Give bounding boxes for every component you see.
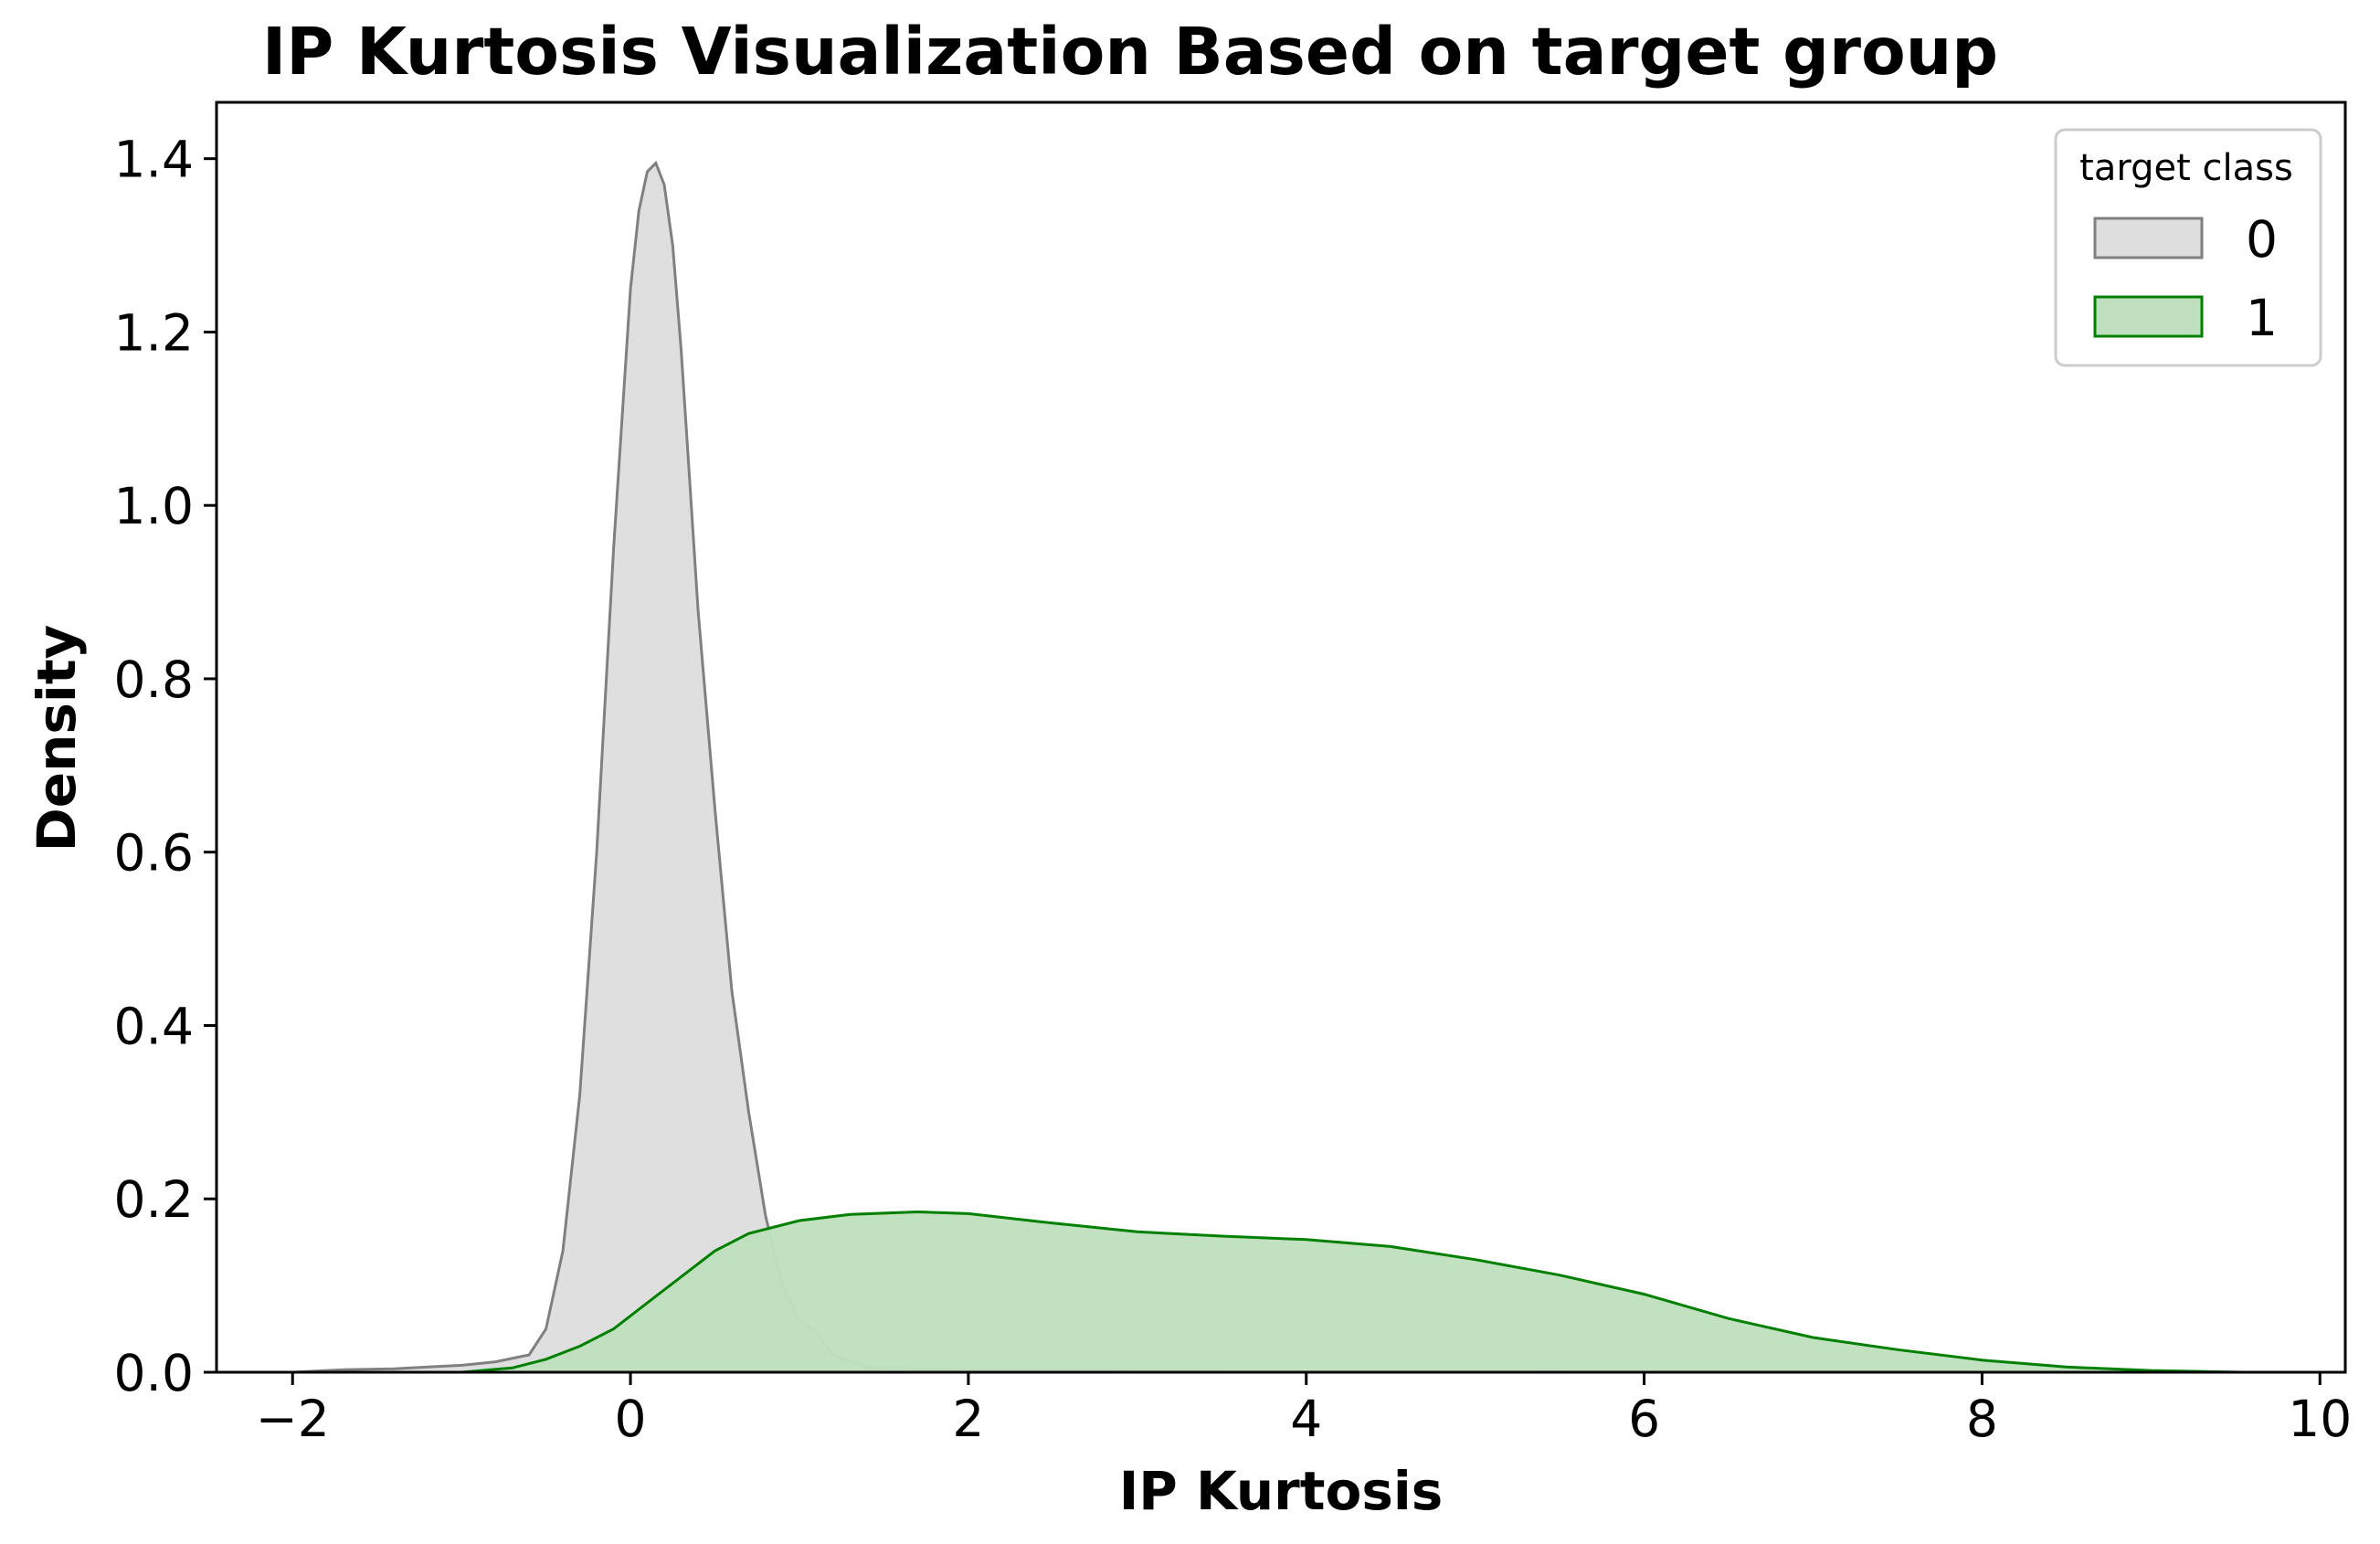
legend-label-0: 0 bbox=[2246, 210, 2278, 269]
series-0-area bbox=[292, 163, 2245, 1372]
x-tick-label: 2 bbox=[952, 1390, 984, 1448]
legend: target class 0 1 bbox=[2054, 128, 2322, 367]
x-tick-label: 8 bbox=[1966, 1390, 1998, 1448]
series-1-area bbox=[461, 1211, 2245, 1372]
legend-swatch-1 bbox=[2093, 295, 2204, 338]
legend-swatch-0 bbox=[2093, 217, 2204, 259]
y-tick-label: 0.6 bbox=[114, 824, 194, 883]
y-axis-label: Density bbox=[26, 625, 88, 852]
x-tick-label: 0 bbox=[615, 1390, 647, 1448]
y-tick-label: 0.0 bbox=[114, 1344, 194, 1402]
series-1-line bbox=[460, 1210, 2245, 1374]
plot-frame bbox=[215, 100, 2347, 1374]
y-axis: 0.0 0.2 0.4 0.6 0.8 1.0 1.2 1.4 bbox=[114, 131, 217, 1402]
y-tick-label: 1.0 bbox=[114, 477, 194, 535]
legend-title: target class bbox=[2079, 147, 2293, 189]
x-tick-label: −2 bbox=[256, 1390, 330, 1448]
x-axis-label: IP Kurtosis bbox=[1119, 1460, 1444, 1522]
y-tick-label: 1.2 bbox=[114, 303, 194, 362]
y-tick-label: 0.4 bbox=[114, 997, 194, 1055]
chart-title: IP Kurtosis Visualization Based on targe… bbox=[262, 14, 1998, 90]
plot-area bbox=[292, 160, 2245, 1374]
x-axis: −2 0 2 4 6 8 10 bbox=[256, 1372, 2352, 1448]
y-tick-label: 0.2 bbox=[114, 1170, 194, 1229]
x-tick-label: 6 bbox=[1628, 1390, 1660, 1448]
legend-label-1: 1 bbox=[2246, 289, 2278, 347]
x-tick-label: 10 bbox=[2288, 1390, 2352, 1448]
y-tick-label: 0.8 bbox=[114, 650, 194, 709]
y-tick-label: 1.4 bbox=[114, 131, 194, 189]
x-tick-label: 4 bbox=[1290, 1390, 1322, 1448]
